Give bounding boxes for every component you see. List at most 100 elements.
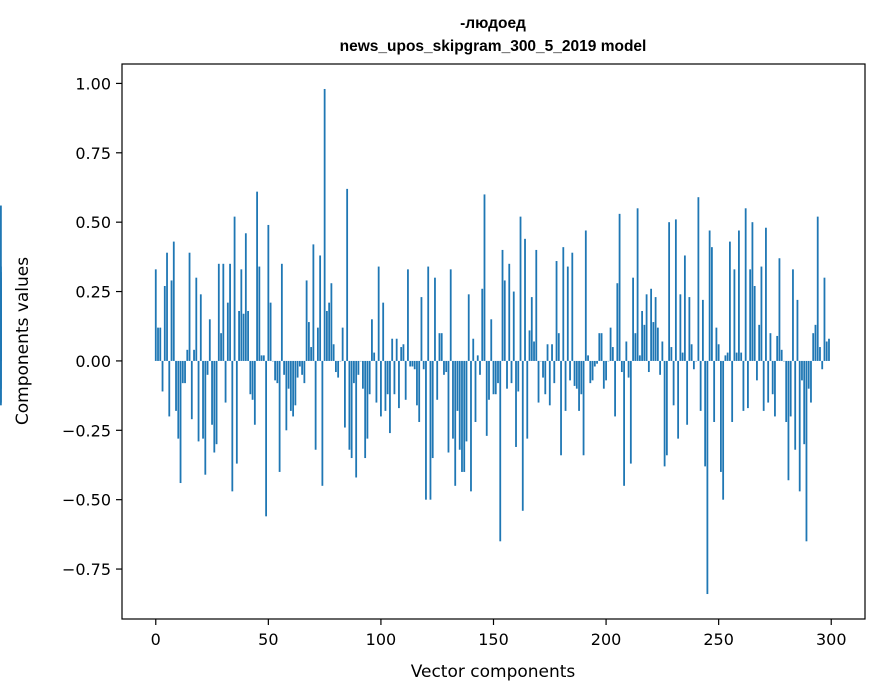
bar bbox=[663, 360, 666, 467]
bar bbox=[440, 333, 443, 361]
bar bbox=[512, 291, 515, 361]
bar bbox=[346, 188, 349, 361]
bar bbox=[400, 347, 403, 361]
bar bbox=[659, 360, 662, 375]
bar bbox=[636, 208, 639, 361]
bar bbox=[573, 360, 576, 386]
bar bbox=[686, 360, 689, 425]
bar bbox=[463, 360, 466, 472]
y-tick-label: −0.75 bbox=[62, 560, 111, 579]
bar bbox=[276, 360, 279, 384]
bar bbox=[699, 360, 702, 411]
bar bbox=[175, 360, 177, 411]
bar bbox=[803, 360, 806, 445]
bar bbox=[598, 333, 601, 361]
bar bbox=[206, 360, 209, 375]
bar bbox=[269, 302, 272, 361]
bar bbox=[796, 299, 799, 361]
bar bbox=[287, 360, 290, 389]
bar bbox=[242, 313, 245, 361]
bar bbox=[382, 302, 385, 361]
bar bbox=[814, 324, 817, 361]
bar bbox=[416, 360, 418, 406]
bar bbox=[474, 360, 477, 422]
bar bbox=[688, 297, 691, 361]
bar bbox=[238, 310, 240, 361]
bar bbox=[296, 360, 299, 378]
bar bbox=[321, 360, 324, 486]
bar bbox=[465, 360, 468, 442]
bar bbox=[301, 360, 304, 375]
bar bbox=[256, 191, 258, 361]
bar bbox=[508, 263, 511, 361]
bar bbox=[731, 360, 734, 422]
bar bbox=[283, 360, 286, 375]
bar bbox=[566, 266, 569, 361]
bar bbox=[582, 360, 585, 456]
bar bbox=[542, 360, 544, 378]
bar bbox=[224, 360, 227, 403]
bar bbox=[157, 327, 159, 361]
bar bbox=[366, 360, 369, 439]
bar bbox=[787, 360, 790, 481]
bar bbox=[454, 360, 457, 486]
bar bbox=[789, 360, 792, 417]
bar bbox=[774, 360, 776, 417]
bar bbox=[692, 360, 695, 370]
bar bbox=[647, 360, 650, 373]
y-tick-label: −0.25 bbox=[62, 421, 111, 440]
y-tick-label: 0.25 bbox=[75, 283, 111, 302]
bar bbox=[267, 224, 270, 361]
bar bbox=[771, 360, 774, 395]
bar bbox=[634, 333, 637, 361]
bar bbox=[357, 360, 360, 375]
bar bbox=[760, 266, 763, 361]
bar bbox=[701, 299, 704, 361]
bar bbox=[555, 261, 558, 361]
bar bbox=[724, 355, 727, 361]
x-tick-label: 300 bbox=[816, 630, 847, 649]
bar bbox=[253, 360, 256, 425]
bar bbox=[188, 252, 191, 361]
bar bbox=[341, 327, 344, 361]
x-tick-label: 200 bbox=[591, 630, 622, 649]
bar bbox=[706, 360, 709, 595]
bar bbox=[674, 219, 677, 361]
bar bbox=[434, 277, 436, 361]
bar bbox=[355, 360, 358, 478]
bar bbox=[350, 360, 353, 459]
bar bbox=[499, 360, 502, 542]
bar bbox=[767, 360, 770, 403]
bar bbox=[222, 263, 225, 361]
bar bbox=[197, 360, 200, 442]
bar bbox=[179, 360, 182, 484]
bar bbox=[677, 360, 680, 439]
bar bbox=[641, 310, 643, 361]
bar bbox=[289, 360, 292, 411]
bar bbox=[163, 286, 166, 361]
bar bbox=[389, 360, 391, 434]
bar bbox=[656, 327, 659, 361]
bar bbox=[476, 355, 479, 361]
bar bbox=[711, 247, 713, 361]
x-tick-label: 50 bbox=[258, 630, 278, 649]
x-axis: 0 50 100 150 200 250 300 bbox=[151, 619, 847, 649]
bar bbox=[371, 319, 373, 361]
y-tick-label: 0.50 bbox=[75, 213, 111, 232]
x-tick-label: 150 bbox=[478, 630, 509, 649]
bar bbox=[325, 310, 328, 361]
bar bbox=[765, 227, 767, 361]
x-axis-label: Vector components bbox=[411, 662, 576, 682]
bar bbox=[353, 360, 355, 384]
bar bbox=[373, 352, 376, 361]
bar bbox=[483, 194, 486, 361]
y-tick-label: 0.75 bbox=[75, 144, 111, 163]
bar bbox=[393, 360, 396, 395]
bar bbox=[344, 360, 346, 428]
bar bbox=[447, 360, 450, 453]
bar bbox=[807, 360, 810, 389]
bar bbox=[690, 344, 693, 361]
bar bbox=[452, 360, 454, 439]
bar bbox=[769, 333, 772, 361]
bar bbox=[395, 338, 398, 361]
